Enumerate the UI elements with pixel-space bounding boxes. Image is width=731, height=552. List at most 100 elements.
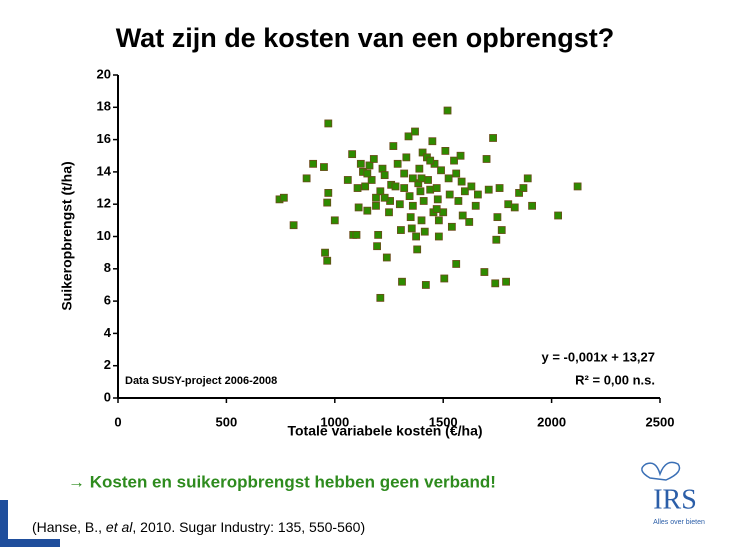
- point: [497, 226, 506, 234]
- point: [502, 277, 510, 286]
- x-tick-label: 500: [216, 414, 238, 429]
- point: [439, 208, 448, 217]
- point: [440, 274, 449, 283]
- point: [523, 174, 532, 183]
- point: [405, 192, 414, 201]
- point: [426, 185, 435, 194]
- point: [493, 213, 502, 222]
- point: [323, 256, 332, 265]
- point: [447, 222, 456, 231]
- point: [413, 245, 422, 254]
- corner-strip: [0, 500, 8, 547]
- citation-part: et al: [106, 519, 133, 535]
- x-tick-label: 2000: [537, 414, 566, 429]
- point: [412, 232, 421, 241]
- point: [330, 216, 339, 225]
- point: [510, 203, 519, 212]
- point: [289, 221, 298, 230]
- point: [324, 119, 333, 128]
- point: [380, 193, 389, 202]
- citation-part: (Hanse, B.,: [32, 519, 106, 535]
- point: [402, 153, 411, 162]
- point: [408, 201, 417, 210]
- x-tick-label: 1500: [429, 414, 458, 429]
- point: [324, 188, 333, 197]
- logo-ribbon: [641, 461, 681, 481]
- point: [417, 174, 426, 183]
- corner-strip: [0, 539, 60, 547]
- point: [434, 232, 443, 241]
- point: [491, 279, 500, 288]
- point: [380, 171, 389, 180]
- point: [480, 268, 489, 276]
- point: [302, 174, 311, 183]
- logo: IRS Alles over bieten: [641, 461, 705, 526]
- point: [441, 147, 450, 155]
- point: [369, 155, 378, 163]
- point: [391, 182, 400, 191]
- point: [400, 169, 409, 178]
- point: [279, 193, 288, 202]
- point: [372, 193, 380, 202]
- point: [452, 260, 461, 268]
- point: [495, 184, 504, 192]
- point: [363, 206, 372, 215]
- point: [467, 182, 476, 191]
- annotation: Data SUSY-project 2006-2008: [125, 375, 277, 387]
- point: [471, 201, 480, 210]
- point: [393, 159, 402, 168]
- annotation: y = -0,001x + 13,27: [542, 349, 655, 364]
- point: [367, 176, 376, 184]
- point: [406, 213, 415, 222]
- y-tick-label: 4: [104, 325, 112, 340]
- point: [411, 127, 419, 136]
- y-tick-label: 6: [104, 293, 111, 308]
- point: [473, 190, 482, 199]
- point: [404, 132, 413, 141]
- logo-name: IRS: [653, 484, 697, 515]
- point: [397, 226, 405, 234]
- point: [484, 185, 493, 194]
- point: [418, 148, 427, 157]
- citation-part: , 2010. Sugar Industry: 135, 550-560): [132, 519, 365, 535]
- point: [426, 156, 435, 165]
- point: [378, 164, 387, 173]
- x-axis-label: Totale variabele kosten (€/ha): [287, 423, 482, 439]
- point: [420, 227, 429, 236]
- point: [457, 177, 466, 186]
- y-tick-label: 20: [97, 66, 111, 81]
- point: [343, 176, 352, 184]
- y-tick-label: 16: [97, 131, 111, 146]
- logo-tagline: Alles over bieten: [653, 519, 705, 526]
- point: [408, 174, 417, 183]
- point: [437, 166, 445, 175]
- point: [445, 190, 454, 199]
- point: [421, 281, 430, 289]
- point: [452, 169, 461, 178]
- point: [528, 201, 536, 210]
- point: [323, 198, 332, 207]
- citation: (Hanse, B., et al, 2010. Sugar Industry:…: [32, 519, 365, 535]
- point: [309, 159, 318, 168]
- point: [554, 211, 563, 220]
- point: [444, 174, 453, 183]
- point: [348, 150, 357, 159]
- y-tick-label: 2: [104, 357, 111, 372]
- y-tick-label: 8: [104, 260, 111, 275]
- point: [365, 161, 374, 170]
- point: [373, 242, 381, 251]
- x-tick-label: 1000: [320, 414, 349, 429]
- point: [465, 218, 474, 226]
- point: [492, 235, 501, 244]
- y-axis-label: Suikeropbrengst (t/ha): [59, 161, 75, 310]
- x-tick-label: 0: [114, 414, 121, 429]
- annotation: R² = 0,00 n.s.: [575, 372, 655, 387]
- y-tick-label: 18: [97, 99, 111, 114]
- point: [389, 142, 398, 150]
- point: [400, 184, 409, 192]
- y-tick-label: 12: [97, 196, 111, 211]
- point: [398, 277, 406, 286]
- point: [456, 151, 465, 160]
